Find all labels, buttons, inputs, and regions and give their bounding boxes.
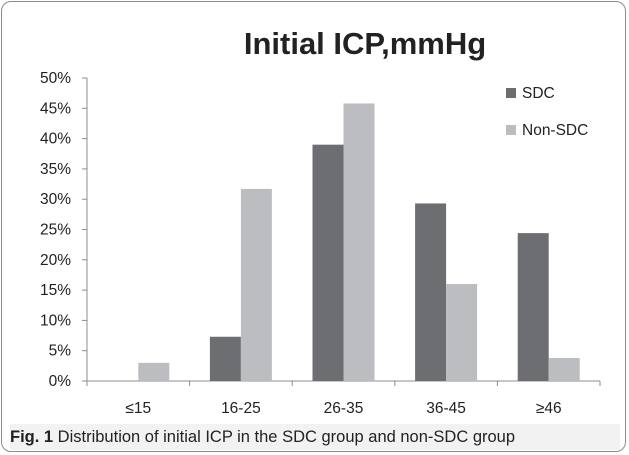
y-tick-label: 10% [40, 312, 71, 329]
legend-swatch [506, 125, 516, 135]
x-tick-label: ≤15 [125, 400, 151, 417]
y-tick-label: 25% [40, 222, 71, 239]
legend-swatch [506, 88, 516, 98]
bar-non-sdc-0 [138, 362, 170, 381]
y-tick-label: 45% [40, 100, 71, 117]
y-tick-label: 5% [49, 343, 72, 360]
bar-sdc-2 [312, 144, 344, 381]
y-tick-label: 40% [40, 131, 71, 148]
y-tick-label: 35% [40, 161, 71, 178]
bar-non-sdc-2 [343, 103, 375, 382]
bar-sdc-4 [517, 233, 549, 381]
x-tick-label: 36-45 [426, 400, 466, 417]
chart-title: Initial ICP,mmHg [244, 26, 486, 61]
y-tick-label: 30% [40, 191, 71, 208]
bar-chart: Initial ICP,mmHg 0% 5% 10% 15% 20% 25% 30% 35% 4… [40, 26, 601, 417]
y-tick-label: 20% [40, 252, 71, 269]
caption-text: Distribution of initial ICP in the SDC g… [53, 428, 516, 446]
x-tick-label: 26-35 [324, 400, 364, 417]
x-tick-label: 16-25 [221, 400, 261, 417]
legend-label: SDC [522, 85, 555, 102]
figure-caption: Fig. 1 Distribution of initial ICP in th… [10, 424, 620, 450]
y-tick-label: 0% [49, 373, 72, 390]
bar-non-sdc-3 [446, 284, 478, 381]
caption-label: Fig. 1 [10, 428, 54, 446]
bar-sdc-1 [209, 336, 241, 381]
y-tick-label: 15% [40, 282, 71, 299]
x-axis: ≤15 16-25 26-35 36-45 ≥46 [86, 380, 601, 417]
y-axis: 0% 5% 10% 15% 20% 25% 30% 35% 40% 45% 50% [40, 70, 88, 390]
legend-label: Non-SDC [522, 122, 588, 139]
bar-sdc-3 [415, 203, 447, 381]
bars [138, 103, 580, 382]
x-tick-label: ≥46 [536, 400, 562, 417]
bar-non-sdc-4 [548, 357, 580, 381]
y-tick-label: 50% [40, 70, 71, 87]
legend: SDC Non-SDC [506, 85, 588, 139]
bar-non-sdc-1 [240, 188, 272, 381]
